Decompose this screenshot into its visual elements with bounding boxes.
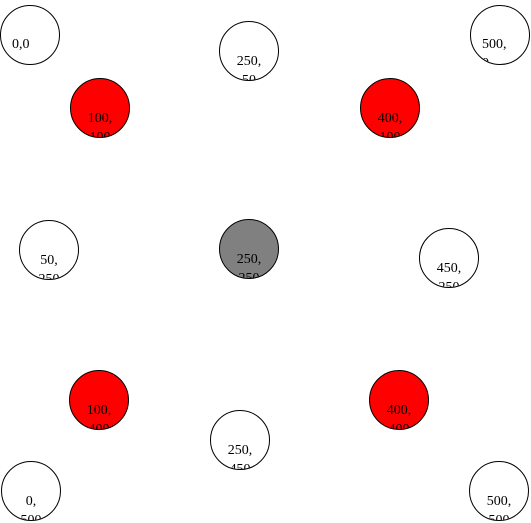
marker-label: 400, 400	[386, 403, 412, 430]
marker-0-500[interactable]: 0, 500	[1, 461, 61, 521]
marker-400-100[interactable]: 400, 100	[360, 78, 420, 138]
marker-500-500[interactable]: 500, 500	[469, 461, 529, 521]
marker-250-450[interactable]: 250, 450	[210, 410, 270, 470]
marker-label: 500, 500	[486, 494, 512, 521]
marker-100-400[interactable]: 100, 400	[69, 370, 129, 430]
marker-250-250[interactable]: 250, 250	[219, 219, 279, 279]
marker-400-400[interactable]: 400, 400	[369, 370, 429, 430]
marker-100-100[interactable]: 100, 100	[70, 78, 130, 138]
marker-50-250[interactable]: 50, 250	[19, 220, 79, 280]
marker-250-50[interactable]: 250, 50	[219, 21, 279, 81]
marker-label: 250, 250	[236, 252, 262, 279]
marker-500-0[interactable]: 500, 0	[470, 5, 530, 65]
marker-label: 100, 400	[86, 403, 112, 430]
marker-450-250[interactable]: 450, 250	[419, 228, 479, 288]
marker-label: 250, 450	[227, 443, 253, 470]
marker-label: 400, 100	[377, 111, 403, 138]
marker-label: 250, 50	[236, 54, 262, 81]
marker-0-0[interactable]: 0,0	[0, 5, 60, 65]
marker-label: 0, 500	[20, 494, 42, 521]
marker-label: 450, 250	[436, 261, 462, 288]
marker-label: 500, 0	[482, 37, 507, 65]
marker-label: 100, 100	[87, 111, 113, 138]
marker-label: 0,0	[12, 37, 30, 52]
marker-label: 50, 250	[38, 253, 60, 280]
